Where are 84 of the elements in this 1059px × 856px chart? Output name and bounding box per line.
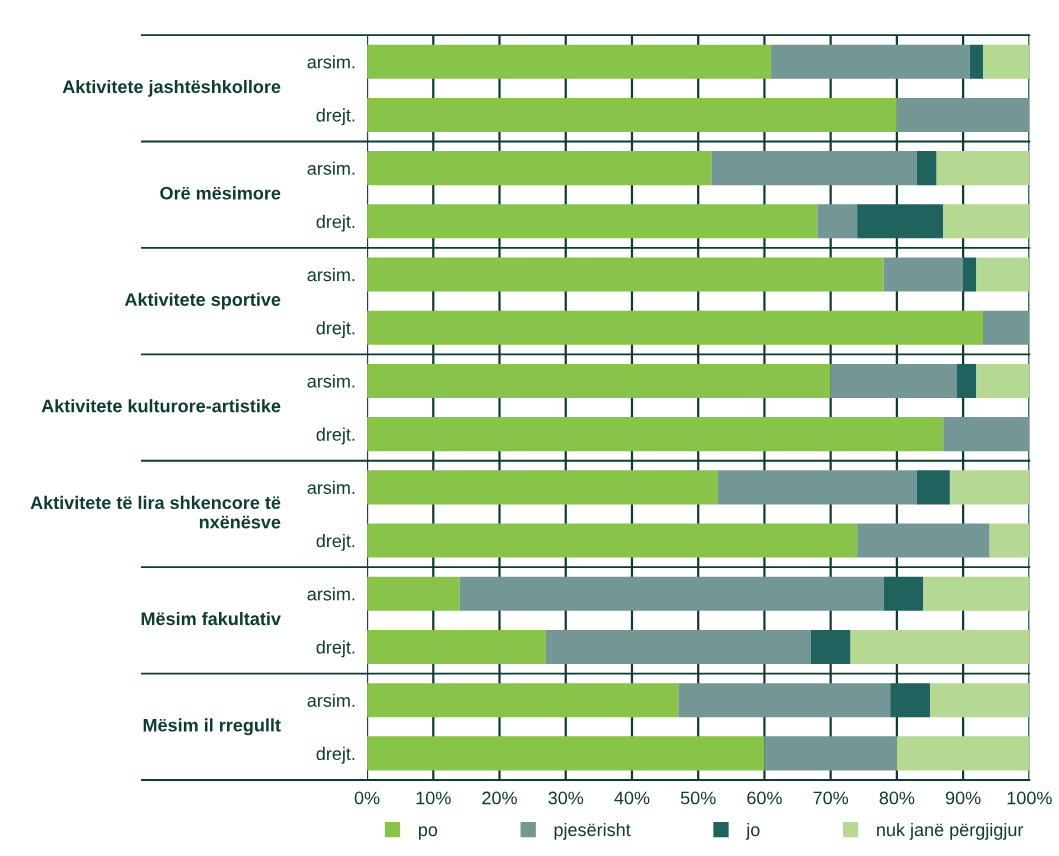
bar [850, 629, 1030, 664]
y-tick-label: drejt. [316, 640, 355, 658]
bar [367, 44, 772, 79]
bar [678, 683, 891, 718]
legend-label: nuk janë përgjigjur [877, 822, 1024, 840]
bar [943, 204, 1030, 239]
bar [896, 97, 1030, 132]
x-tick-label: 60% [747, 791, 782, 805]
y-tick-label: drejt. [316, 321, 355, 339]
y-tick-label: arsim. [307, 587, 355, 601]
bar [936, 151, 1030, 186]
bar [976, 363, 1030, 398]
bar [367, 97, 897, 132]
x-tick-label: 80% [879, 791, 915, 805]
bar [367, 523, 858, 558]
bar [830, 363, 957, 398]
text: Aktivitete jashtëshkollore [62, 79, 281, 97]
bar [896, 736, 1030, 771]
bar [949, 470, 1030, 505]
bar [771, 44, 970, 79]
bar [976, 257, 1030, 292]
bar [963, 257, 977, 292]
legend-label: jo [745, 822, 760, 840]
bar [718, 470, 917, 505]
y-tick-label: drejt. [316, 427, 355, 445]
bar [764, 736, 897, 771]
bar [367, 257, 884, 292]
bar [367, 683, 679, 718]
bar [367, 417, 944, 452]
bar [367, 363, 831, 398]
bar [817, 204, 858, 239]
bar [367, 736, 765, 771]
x-tick-label: 0% [354, 791, 380, 805]
bar [989, 523, 1030, 558]
y-tick-label: arsim. [307, 267, 355, 282]
y-tick-label: arsim. [307, 161, 355, 175]
legend-label: pjesërisht [554, 822, 631, 840]
bar [367, 629, 546, 664]
bar [916, 151, 937, 186]
bar [982, 310, 1030, 345]
y-tick-label: drejt. [316, 108, 355, 126]
text: Orë mësimore [160, 186, 281, 200]
legend-label: po [418, 826, 438, 840]
text: Aktivitete të lira shkencore të nxënësve [30, 495, 281, 529]
y-tick-label: arsim. [307, 693, 355, 707]
x-tick-label: 40% [614, 791, 650, 805]
bar [857, 523, 990, 558]
x-tick-label: 100% [1007, 791, 1052, 805]
bar [923, 576, 1030, 611]
bar [810, 629, 851, 664]
x-tick-label: 90% [945, 791, 981, 805]
bar [367, 204, 818, 239]
bar [956, 363, 977, 398]
bar [890, 683, 930, 718]
bar [711, 151, 917, 186]
x-tick-label: 70% [813, 791, 849, 805]
bar [982, 44, 1030, 79]
bar [367, 576, 460, 611]
y-tick-label: arsim. [307, 374, 355, 388]
y-tick-label: arsim. [307, 480, 355, 495]
bar [545, 629, 811, 664]
bar [367, 151, 712, 186]
bar [883, 576, 924, 611]
y-tick-label: arsim. [307, 55, 355, 69]
text: Aktivitete kulturore-artistike [41, 399, 281, 413]
bar [930, 683, 1030, 718]
x-tick-label: 10% [416, 791, 451, 805]
text: Mësim fakultativ [141, 611, 281, 626]
x-tick-label: 50% [680, 791, 716, 805]
x-tick-label: 20% [482, 791, 517, 805]
x-tick-label: 30% [548, 791, 584, 805]
bar [857, 204, 944, 239]
y-tick-label: drejt. [316, 534, 355, 551]
bar [367, 310, 983, 345]
text: Mësim il rregullt [143, 718, 281, 736]
text: Aktivitete sportive [124, 292, 281, 310]
y-tick-label: drejt. [316, 214, 355, 232]
bar [943, 417, 1030, 452]
y-tick-label: drejt. [316, 746, 355, 764]
bar [367, 470, 719, 505]
bar [969, 44, 983, 79]
bar [459, 576, 884, 611]
bar [916, 470, 950, 505]
bar [883, 257, 964, 292]
